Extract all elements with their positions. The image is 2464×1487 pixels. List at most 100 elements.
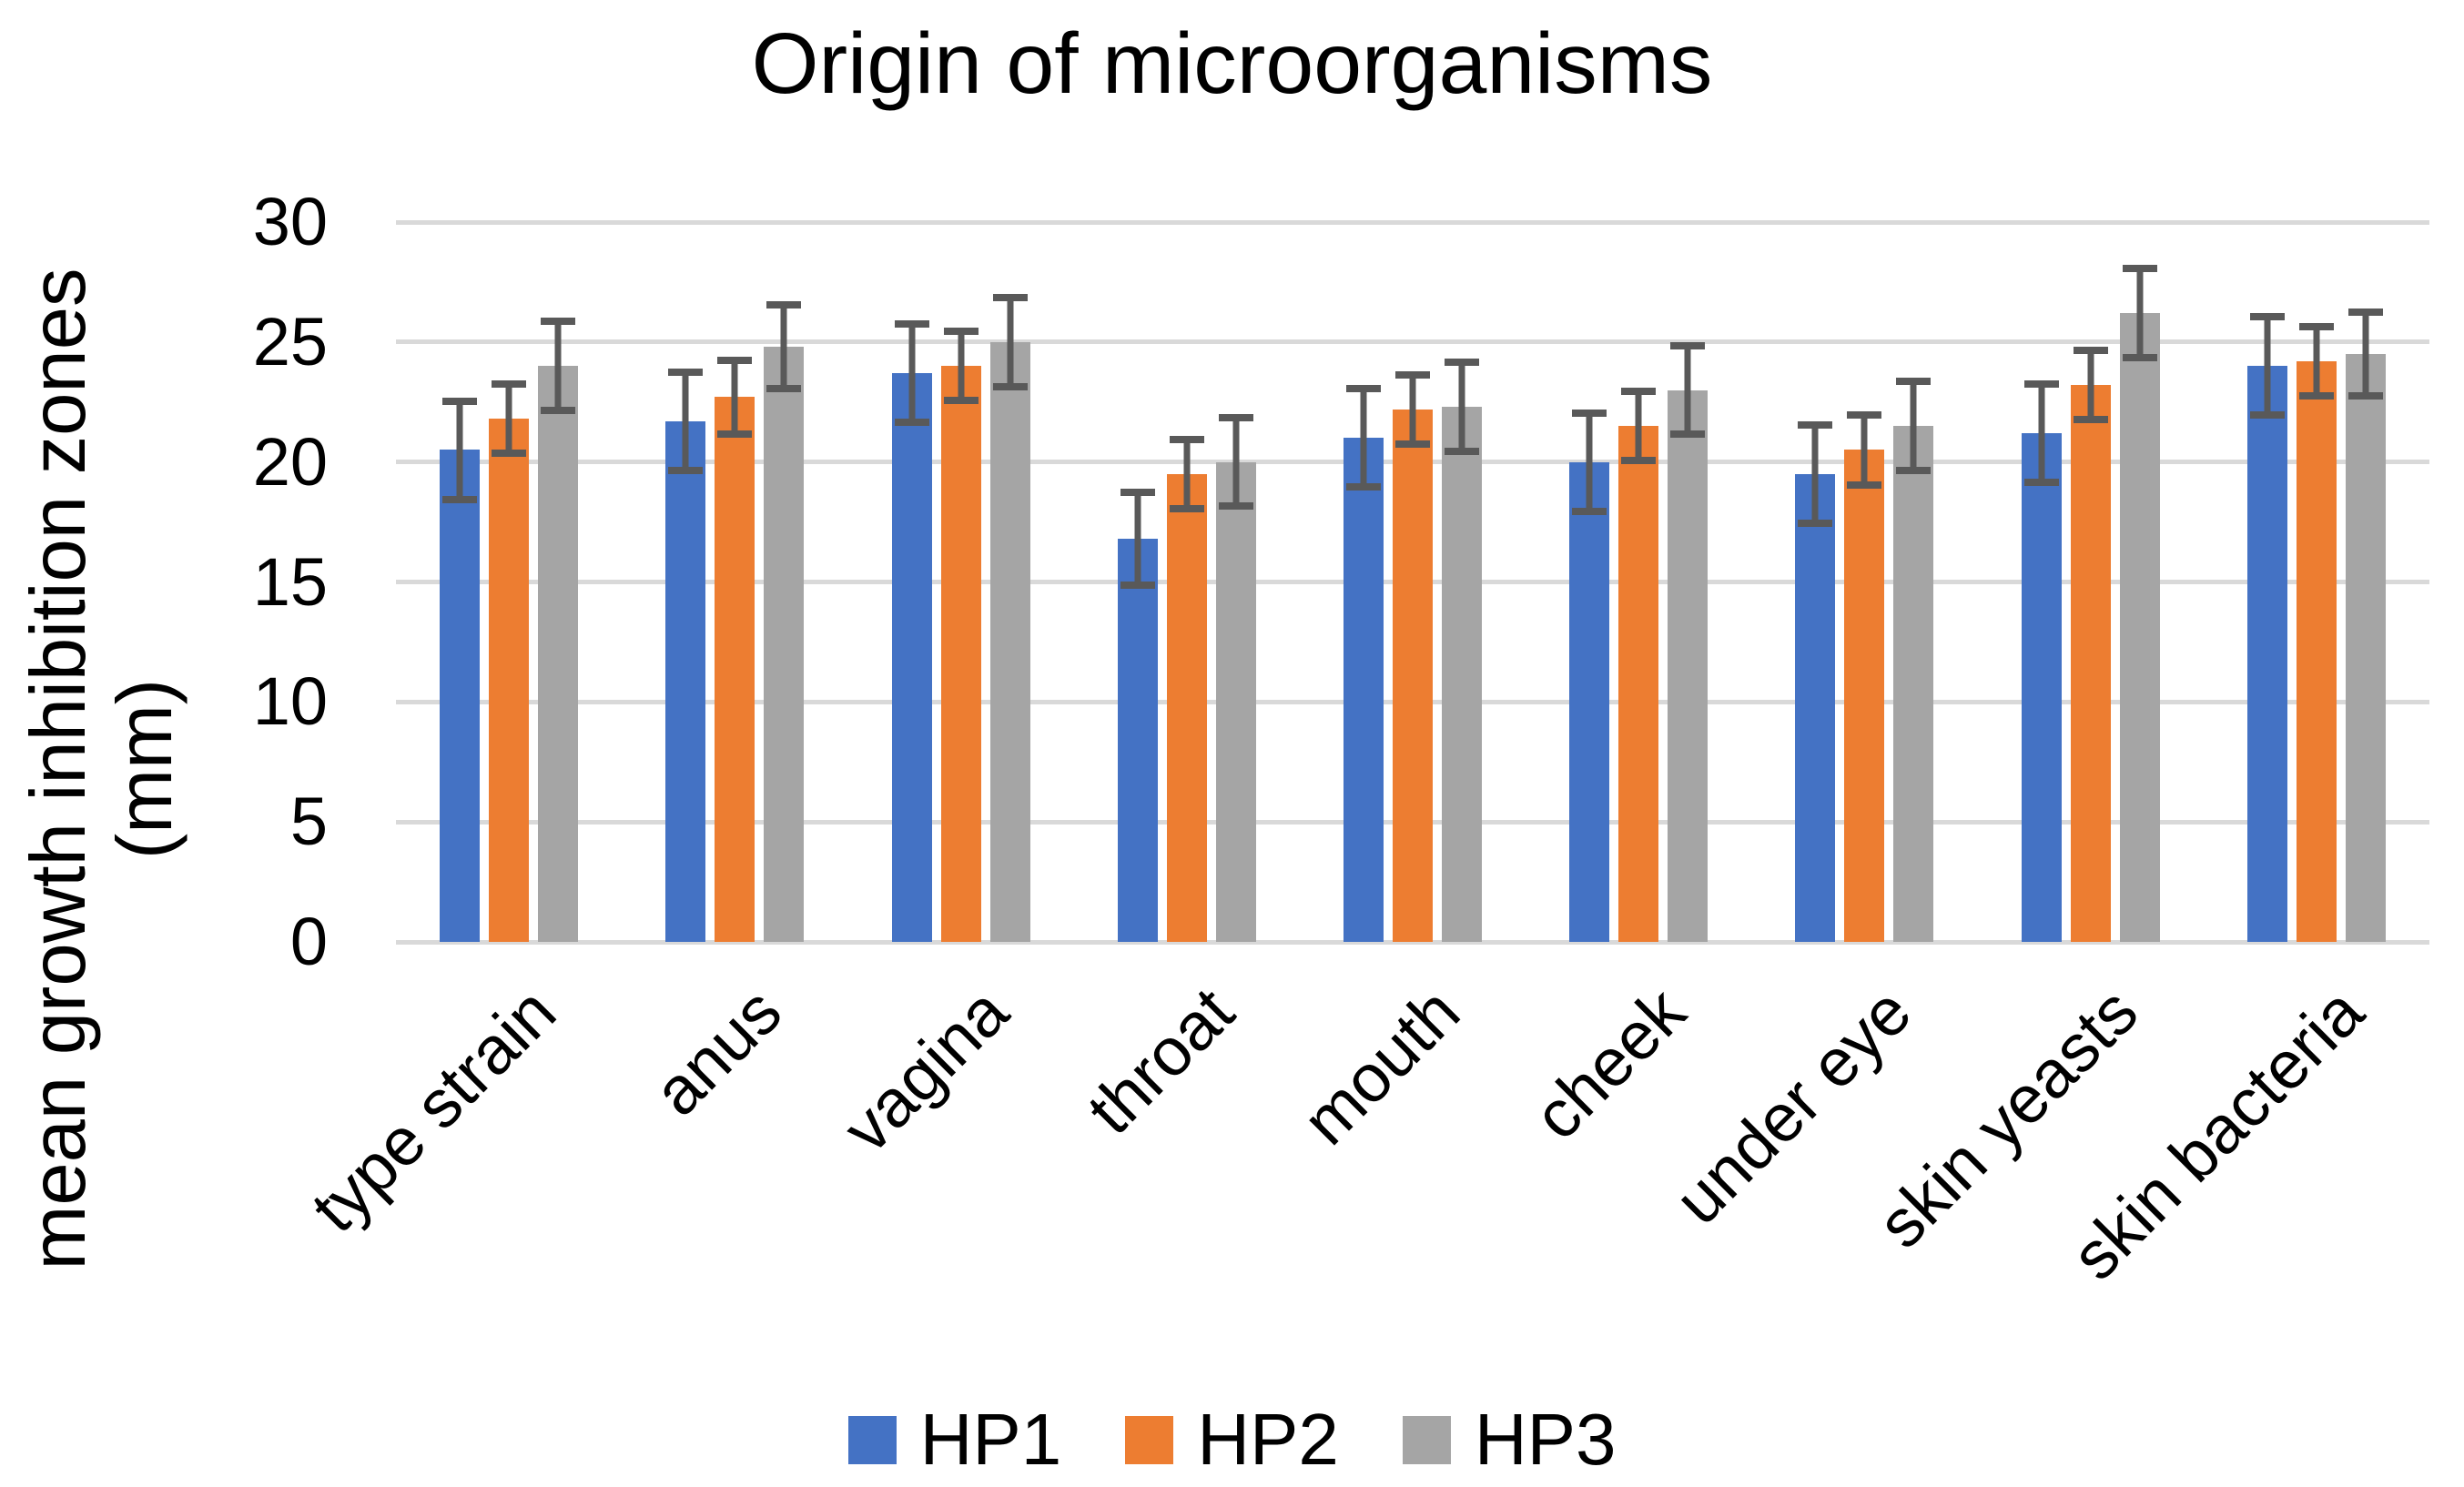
error-bar [1444,359,1479,455]
x-tick-label-type-strain: type strain [297,973,571,1247]
error-bar [1798,420,1833,527]
error-bar-cap [1444,359,1479,367]
legend-item-HP3: HP3 [1402,1398,1617,1482]
error-bar [1345,385,1381,491]
x-tick-label-mouth: mouth [1288,973,1475,1159]
legend-label-HP3: HP3 [1474,1399,1617,1480]
x-tick-label-cheek: cheek [1519,973,1700,1154]
legend: HP1 HP2 HP3 [0,1398,2464,1482]
bar-HP1-anus [665,420,706,942]
error-bar-cap [992,294,1028,302]
bar-HP3-vagina [989,341,1030,942]
error-bar-cap [1670,430,1706,439]
bar-wrap [715,222,755,942]
error-bar-cap [894,419,929,427]
error-bar [492,380,527,458]
bar-wrap [1618,222,1659,942]
error-bar [442,397,478,503]
x-tick-label-vagina: vagina [827,973,1022,1168]
error-bar [943,328,979,405]
bar-HP2-mouth [1392,409,1433,942]
error-bar-line [1007,294,1014,390]
error-bar-cap [1444,447,1479,455]
error-bar [894,320,929,427]
bar-wrap [1668,222,1709,942]
bar-wrap [2296,222,2337,942]
bar-HP3-type-strain [538,366,579,942]
bar-wrap [440,222,481,942]
error-bar-line [1360,385,1367,491]
error-bar-cap [2073,416,2108,424]
bar-HP3-throat [1215,461,1256,942]
bar-wrap [1569,222,1610,942]
error-bar-cap [1218,502,1253,511]
error-bar-cap [1896,378,1932,386]
bar-HP2-throat [1166,473,1207,942]
error-bar-cap [1621,387,1657,395]
bar-HP1-skin-bacteria [2246,366,2287,942]
error-bar-line [505,380,512,458]
bar-group-skin-bacteria [2204,222,2429,942]
error-bar-line [1586,409,1593,515]
bar-group-vagina [847,222,1073,942]
plot-area: 0 5 10 15 20 25 30 type strain anus vagina throat… [253,188,2429,1294]
y-tick-label: 30 [252,184,328,259]
bar-wrap [1117,222,1158,942]
error-bar-cap [1394,370,1430,379]
error-bar [992,294,1028,390]
bar-wrap [1343,222,1384,942]
error-bar-cap [717,430,753,439]
bar-HP3-mouth [1441,407,1482,942]
error-bar-cap [668,368,704,376]
bar-wrap [2070,222,2111,942]
error-bar-cap [2298,392,2334,400]
error-bar [1847,411,1882,489]
error-bar-cap [1345,385,1381,393]
x-tick-label-anus: anus [639,973,796,1130]
error-bar [1120,488,1155,590]
legend-label-HP1: HP1 [919,1399,1062,1480]
error-bar-cap [492,380,527,389]
error-bar-cap [766,301,802,309]
error-bar [1169,435,1204,513]
bar-wrap [2246,222,2287,942]
y-axis-title-line2: (mm) [102,678,188,860]
bar-wrap [891,222,932,942]
error-bar [766,301,802,393]
error-bar-line [731,356,738,439]
y-tick-label: 10 [252,663,328,740]
error-bar-cap [541,406,576,414]
error-bar [2347,308,2383,400]
error-bar-cap [1847,411,1882,420]
bar-HP1-under-eye [1795,473,1836,942]
error-bar-line [1232,413,1240,511]
bar-HP3-skin-bacteria [2345,354,2386,942]
bar-wrap [489,222,530,942]
error-bar-cap [442,397,478,405]
bar-HP1-throat [1117,539,1158,942]
legend-swatch-HP3 [1402,1415,1451,1464]
y-tick-label: 20 [252,423,328,500]
error-bar-line [1183,435,1191,513]
error-bar [2023,380,2059,487]
error-bar [2298,322,2334,400]
error-bar-cap [766,385,802,393]
error-bar-cap [2249,313,2285,321]
bar-HP1-mouth [1343,438,1384,942]
bar-group-throat [1074,222,1300,942]
error-bar-cap [492,450,527,458]
error-bar-cap [2023,479,2059,487]
bar-group-anus [622,222,847,942]
error-bar-line [2313,322,2320,400]
error-bar-line [2087,347,2094,424]
error-bar-line [1458,359,1465,455]
error-bar [2073,347,2108,424]
error-bar-line [2362,308,2369,400]
bar-HP1-skin-yeasts [2021,433,2062,942]
error-bar-cap [541,318,576,326]
y-tick-label: 25 [252,303,328,379]
error-bar-cap [1670,341,1706,349]
bar-HP1-type-strain [440,450,481,942]
bar-wrap [538,222,579,942]
error-bar-cap [1169,505,1204,513]
